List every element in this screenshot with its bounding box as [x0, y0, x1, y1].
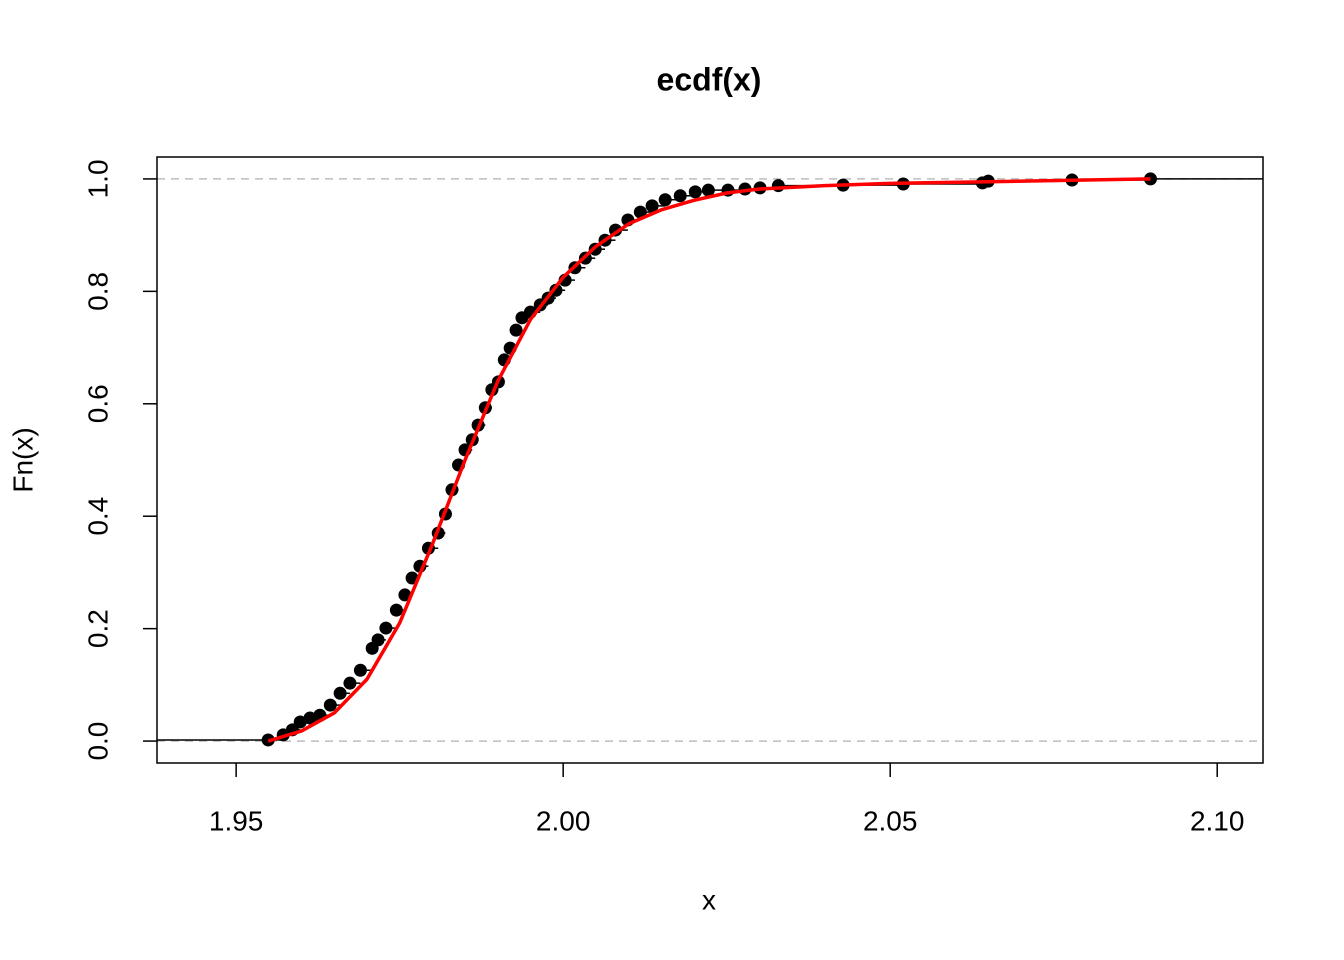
x-tick-label: 2.00	[536, 805, 591, 836]
data-point	[1144, 172, 1158, 186]
chart-title: ecdf(x)	[657, 61, 762, 97]
y-tick-label: 0.2	[82, 609, 113, 648]
data-point	[353, 663, 367, 677]
y-tick-label: 0.0	[82, 722, 113, 761]
fitted-curve	[267, 177, 1151, 743]
y-tick-label: 0.4	[82, 497, 113, 536]
data-point	[323, 698, 337, 712]
x-tick-label: 2.10	[1190, 805, 1245, 836]
plot-frame	[156, 156, 1264, 764]
data-point	[771, 179, 785, 193]
data-point	[389, 603, 403, 617]
data-point	[701, 183, 715, 197]
x-axis-label: x	[702, 884, 716, 915]
data-point	[673, 189, 687, 203]
y-tick-label: 0.8	[82, 272, 113, 311]
y-axis-label: Fn(x)	[7, 427, 38, 492]
x-tick-label: 1.95	[209, 805, 264, 836]
x-tick-label: 2.05	[863, 805, 918, 836]
data-point	[303, 711, 317, 725]
data-point	[633, 205, 647, 219]
data-point	[645, 199, 659, 213]
data-point	[379, 621, 393, 635]
y-tick-label: 0.6	[82, 384, 113, 423]
data-point	[688, 185, 702, 199]
data-point	[658, 193, 672, 207]
data-point	[293, 715, 307, 729]
data-point	[333, 686, 347, 700]
data-point	[343, 676, 357, 690]
y-tick-label: 1.0	[82, 159, 113, 198]
data-point	[509, 323, 523, 337]
data-point	[371, 633, 385, 647]
